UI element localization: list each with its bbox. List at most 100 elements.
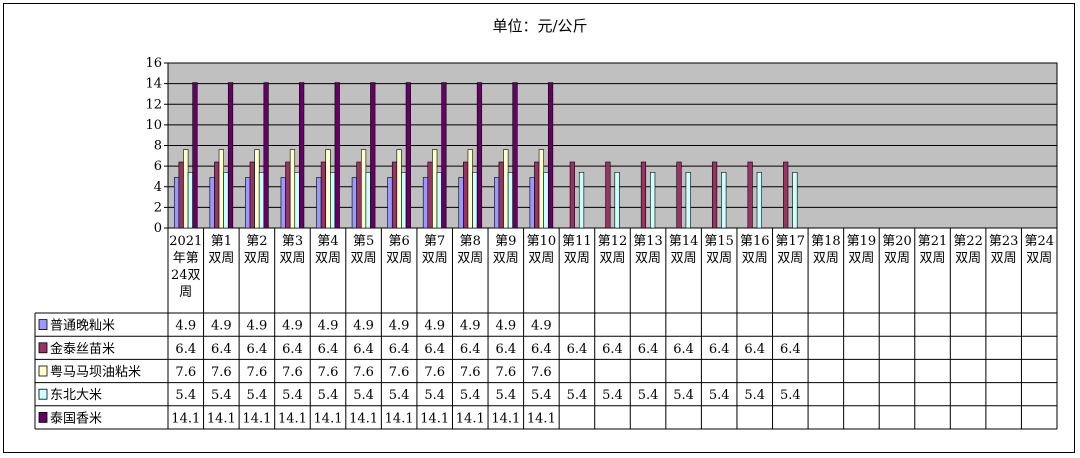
bar [432,149,438,229]
data-label: 4.9 [353,319,374,334]
category-label: 第19 [847,234,877,249]
bar [214,161,220,229]
category-label: 第20 [882,234,912,249]
data-label: 4.9 [211,319,232,334]
bar [285,161,291,229]
category-label: 第5 [353,234,374,249]
bar [330,172,336,229]
legend-label: 粤马马坝油粘米 [50,364,141,380]
bar [422,177,429,229]
bar [605,161,611,229]
data-label: 5.4 [353,388,374,403]
data-label: 5.4 [282,388,303,403]
bar [503,149,509,229]
category-label: 第24 [1024,234,1054,249]
data-label: 6.4 [780,342,801,357]
bar [650,172,656,229]
bar [405,82,411,229]
category-label: 双周 [422,251,448,266]
category-label: 双周 [493,251,519,266]
category-label: 年第 [173,251,199,266]
data-label: 14.1 [171,411,200,426]
bar [370,82,376,229]
bar [614,172,620,229]
bar [360,149,367,229]
category-label: 第10 [527,234,557,249]
bars [173,82,798,229]
data-label: 14.1 [207,411,236,426]
category-label: 第8 [460,234,481,249]
category-label: 双周 [208,251,234,266]
bar [334,82,340,229]
bar [316,177,322,229]
bar [391,161,398,229]
data-label: 5.4 [211,388,232,403]
legend-key [38,365,48,377]
data-label: 6.4 [673,342,694,357]
bar [245,177,251,229]
data-label: 6.4 [709,342,730,357]
data-label: 5.4 [247,388,268,403]
data-label: 7.6 [531,365,552,380]
data-label: 6.4 [247,342,268,357]
bar [280,177,286,229]
data-table: 2021年第24双周第1双周第2双周第3双周第4双周第5双周第6双周第7双周第8… [34,228,1058,430]
data-label: 6.4 [495,342,516,357]
bar [472,172,478,229]
category-label: 双周 [777,251,803,266]
category-label: 第12 [598,234,628,249]
bar [792,172,798,229]
data-label: 7.6 [353,365,374,380]
category-label: 双周 [813,251,839,266]
data-label: 5.4 [389,388,410,403]
legend-key [38,319,48,331]
data-label: 14.1 [314,411,343,426]
data-label: 6.4 [282,342,303,357]
category-label: 双周 [528,251,554,266]
data-label: 14.1 [385,411,414,426]
bar [507,172,514,229]
data-label: 4.9 [175,319,196,334]
data-label: 5.4 [495,388,516,403]
data-label: 6.4 [389,342,410,357]
category-label: 第13 [633,234,663,249]
bar [356,161,362,229]
category-label: 第9 [495,234,516,249]
bar [685,172,691,229]
category-label: 第7 [424,234,445,249]
y-tick-label: 8 [154,139,162,154]
bar [721,172,727,229]
plot-area [167,62,1058,229]
bar [640,161,647,229]
data-label: 4.9 [389,319,410,334]
data-label: 4.9 [424,319,445,334]
category-label: 双周 [706,251,732,266]
bar [569,161,575,229]
bar [187,172,193,229]
data-label: 7.6 [211,365,232,380]
bar [258,172,265,229]
data-label: 5.4 [531,388,552,403]
category-label: 双周 [848,251,874,266]
data-label: 6.4 [353,342,374,357]
data-label: 5.4 [602,388,623,403]
category-label: 双周 [671,251,697,266]
chart-frame: 单位：元/公斤 0 2 4 6 8 10 12 14 16 2021 年第 24双周第1 双周 第2 双周… [3,3,1075,453]
category-label: 双周 [742,251,768,266]
category-label: 双周 [635,251,661,266]
bar [178,161,184,229]
category-label: 24双 [171,268,201,283]
category-label: 第17 [776,234,806,249]
bar [676,161,682,229]
bar [512,82,518,229]
legend-key [38,388,48,400]
category-label: 双周 [244,251,270,266]
bar [192,82,198,229]
bar [396,149,402,229]
data-label: 14.1 [349,411,378,426]
legend-label: 金泰丝苗米 [50,341,115,357]
data-label: 7.6 [424,365,445,380]
bar [476,82,483,229]
data-label: 5.4 [638,388,659,403]
data-label: 7.6 [318,365,339,380]
